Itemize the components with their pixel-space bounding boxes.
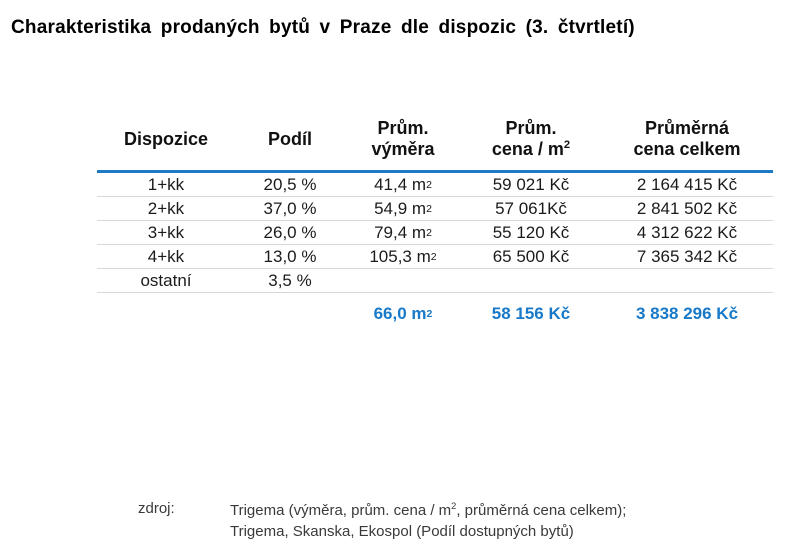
column-header-prum-cena-m2: Prům. cena / m2 bbox=[461, 108, 601, 170]
source-line-1: Trigema (výměra, prům. cena / m2, průměr… bbox=[230, 501, 627, 519]
cell-dispozice: 2+kk bbox=[147, 198, 185, 218]
column-header-prum-vymera: Prům. výměra bbox=[345, 108, 461, 170]
cell-cena-celkem: 2 164 415 Kč bbox=[636, 174, 738, 194]
header-line: Průměrná bbox=[644, 118, 730, 138]
table-header-row: Dispozice Podíl Prům. výměra Prům. cena … bbox=[97, 108, 773, 173]
cell-podil: 3,5 % bbox=[268, 270, 312, 290]
summary-cell-cena-celkem: 3 838 296 Kč bbox=[635, 304, 739, 323]
cell-cena-m2: 57 061Kč bbox=[495, 198, 567, 218]
summary-cell-dispozice bbox=[97, 302, 235, 326]
header-line: cena celkem bbox=[633, 139, 741, 159]
dispositions-table: Dispozice Podíl Prům. výměra Prům. cena … bbox=[97, 108, 773, 326]
header-line: Dispozice bbox=[123, 128, 209, 149]
source-label: zdroj: bbox=[138, 500, 175, 517]
column-header-dispozice: Dispozice bbox=[97, 108, 235, 170]
cell-vymera bbox=[345, 269, 461, 292]
cell-cena-m2: 65 500 Kč bbox=[492, 246, 570, 266]
cell-dispozice: 1+kk bbox=[147, 174, 185, 194]
cell-podil: 13,0 % bbox=[263, 246, 317, 266]
cell-podil: 37,0 % bbox=[263, 198, 317, 218]
cell-dispozice: ostatní bbox=[140, 270, 192, 290]
cell-cena-m2 bbox=[461, 269, 601, 292]
source-text: Trigema (výměra, prům. cena / m2, průměr… bbox=[230, 500, 626, 542]
header-line: Prům. bbox=[505, 118, 557, 138]
cell-podil: 26,0 % bbox=[263, 222, 317, 242]
header-line: cena / m2 bbox=[491, 139, 571, 159]
cell-cena-celkem: 2 841 502 Kč bbox=[636, 198, 738, 218]
cell-cena-m2: 59 021 Kč bbox=[492, 174, 570, 194]
header-line: výměra bbox=[371, 139, 435, 159]
header-line: Prům. bbox=[377, 118, 429, 138]
page-title: Charakteristika prodaných bytů v Praze d… bbox=[11, 17, 635, 38]
cell-dispozice: 4+kk bbox=[147, 246, 185, 266]
column-header-podil: Podíl bbox=[235, 108, 345, 170]
cell-cena-celkem bbox=[601, 269, 773, 292]
table-row-ostatni: ostatní 3,5 % bbox=[97, 269, 773, 293]
source-line-2: Trigema, Skanska, Ekospol (Podíl dostupn… bbox=[230, 523, 574, 540]
cell-dispozice: 3+kk bbox=[147, 222, 185, 242]
cell-podil: 20,5 % bbox=[263, 174, 317, 194]
column-header-prumerna-cena-celkem: Průměrná cena celkem bbox=[601, 108, 773, 170]
header-line: Podíl bbox=[268, 128, 312, 149]
summary-cell-cena-m2: 58 156 Kč bbox=[491, 304, 571, 323]
cell-cena-celkem: 7 365 342 Kč bbox=[636, 246, 738, 266]
cell-cena-celkem: 4 312 622 Kč bbox=[636, 222, 738, 242]
cell-cena-m2: 55 120 Kč bbox=[492, 222, 570, 242]
summary-cell-podil bbox=[235, 302, 345, 326]
